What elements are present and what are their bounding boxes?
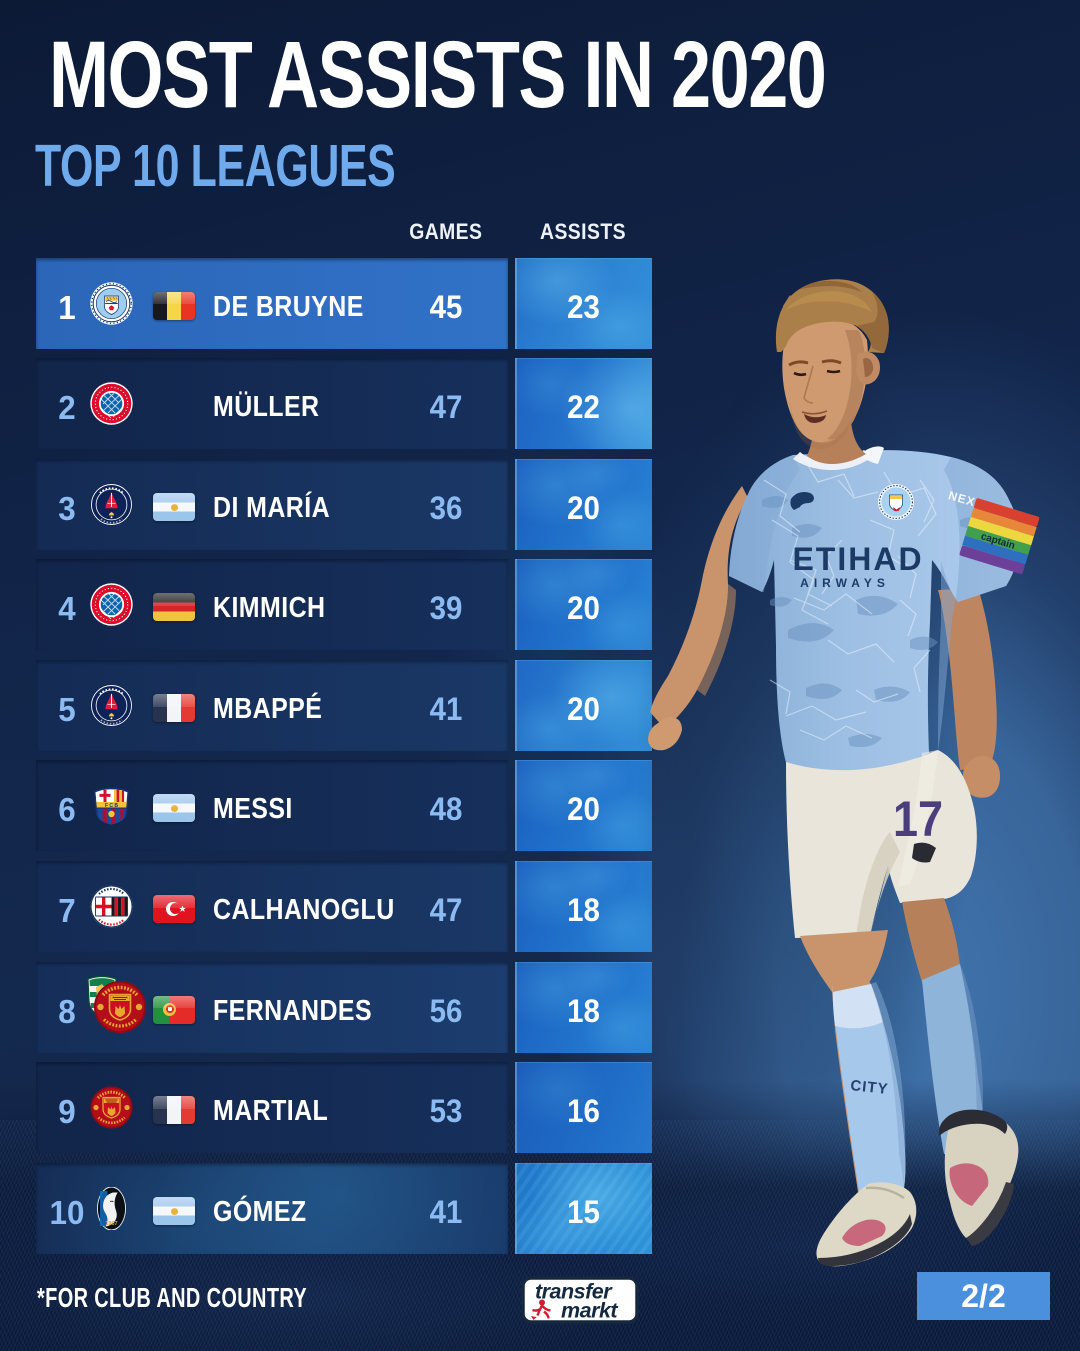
svg-text:transfer: transfer (535, 1280, 613, 1304)
svg-text:AIRWAYS: AIRWAYS (800, 576, 890, 590)
svg-text:CITY: CITY (850, 1077, 890, 1098)
svg-text:17: 17 (893, 792, 943, 848)
svg-text:markt: markt (561, 1299, 618, 1323)
svg-text:ETIHAD: ETIHAD (792, 541, 923, 577)
svg-text:F C B: F C B (105, 803, 118, 809)
svg-text:1907: 1907 (105, 1221, 117, 1227)
